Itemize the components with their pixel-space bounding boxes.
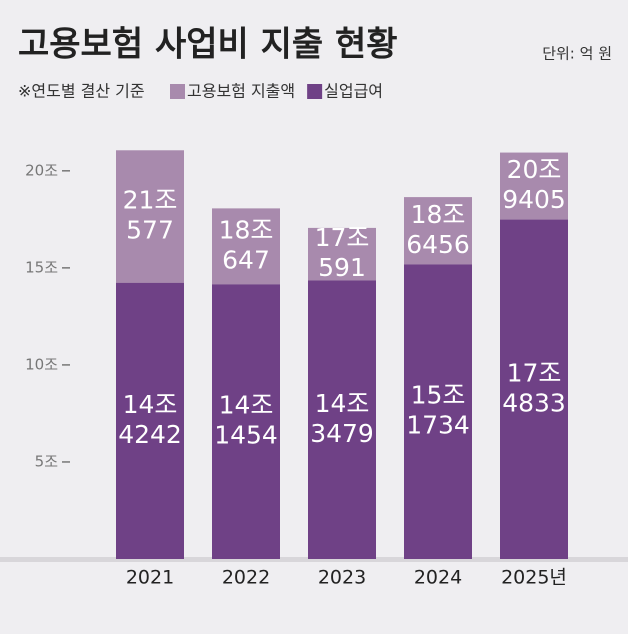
y-tick-label: 5조: [35, 452, 59, 470]
value-label: 17조 591: [315, 223, 370, 282]
x-tick-label: 2023: [318, 567, 366, 589]
value-label: 20조 9405: [502, 155, 566, 214]
unit-note: 단위: 억 원: [542, 45, 612, 63]
value-label: 21조 577: [123, 186, 178, 245]
x-tick-label: 2021: [126, 567, 174, 589]
note: ※연도별 결산 기준: [18, 82, 145, 101]
value-label: 15조 1734: [406, 381, 470, 440]
y-tick-label: 15조: [25, 258, 58, 276]
x-tick-label: 2025년: [501, 567, 567, 589]
bar: [116, 282, 184, 559]
value-label: 18조 647: [219, 215, 274, 274]
value-label: 18조 6456: [406, 200, 470, 259]
baseline: [0, 557, 628, 562]
value-label: 14조 1454: [214, 391, 278, 450]
legend-swatch: [307, 84, 323, 99]
y-tick-label: 10조: [25, 355, 58, 373]
y-tick-label: 20조: [25, 161, 58, 179]
bar: [212, 284, 280, 559]
value-label: 14조 3479: [310, 389, 374, 448]
x-tick-label: 2022: [222, 567, 270, 589]
legend-label: 실업급여: [324, 82, 383, 101]
value-label: 17조 4833: [502, 358, 566, 417]
legend-swatch: [170, 84, 185, 99]
legend-label: 고용보험 지출액: [187, 82, 295, 101]
value-label: 14조 4242: [118, 390, 182, 449]
x-tick-label: 2024: [414, 567, 462, 589]
bar: [308, 280, 376, 559]
bar: [404, 264, 472, 559]
bar: [500, 219, 568, 559]
chart-title: 고용보험 사업비 지출 현황: [18, 25, 398, 65]
